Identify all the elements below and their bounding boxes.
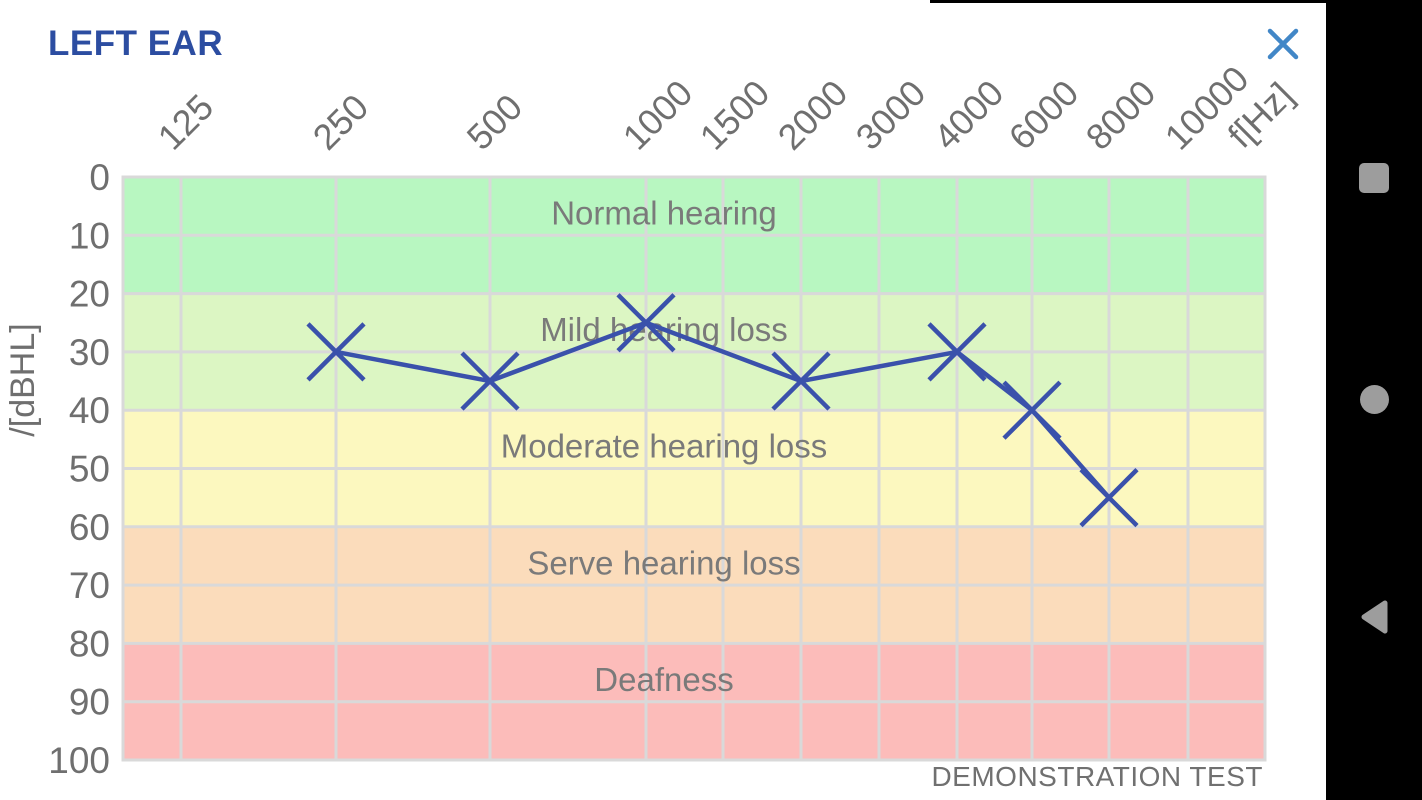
x-tick-label: 500 bbox=[459, 86, 530, 157]
recents-button[interactable] bbox=[1326, 130, 1422, 226]
y-tick-label: 30 bbox=[69, 332, 110, 373]
y-tick-label: 80 bbox=[69, 623, 110, 664]
x-tick-label: 1500 bbox=[692, 72, 778, 158]
plot-border bbox=[121, 175, 1267, 762]
screen-top-edge bbox=[930, 0, 1422, 3]
home-button[interactable] bbox=[1326, 351, 1422, 447]
close-button[interactable] bbox=[1253, 14, 1313, 74]
threshold-marker-x bbox=[927, 322, 987, 382]
x-tick-label: 2000 bbox=[770, 72, 856, 158]
x-tick-label: 125 bbox=[150, 86, 221, 157]
band-label: Normal hearing bbox=[551, 195, 777, 232]
x-tick-label: 3000 bbox=[848, 72, 934, 158]
band-label: Deafness bbox=[594, 661, 733, 698]
band-label: Serve hearing loss bbox=[527, 544, 800, 581]
back-triangle-icon bbox=[1361, 600, 1388, 634]
y-tick-label: 0 bbox=[89, 157, 110, 198]
y-tick-label: 60 bbox=[69, 507, 110, 548]
home-circle-icon bbox=[1359, 384, 1389, 414]
threshold-marker-x bbox=[1079, 468, 1139, 528]
threshold-marker-x bbox=[460, 351, 520, 411]
y-tick-label: 40 bbox=[69, 390, 110, 431]
threshold-marker-x bbox=[616, 293, 676, 353]
recents-square-icon bbox=[1359, 163, 1389, 193]
y-tick-label: 50 bbox=[69, 449, 110, 490]
band-label: Moderate hearing loss bbox=[501, 428, 828, 465]
y-tick-label: 100 bbox=[48, 740, 110, 781]
threshold-marker-x bbox=[306, 322, 366, 382]
x-tick-label: 6000 bbox=[1001, 72, 1087, 158]
y-tick-label: 90 bbox=[69, 682, 110, 723]
threshold-marker-x bbox=[771, 351, 831, 411]
y-tick-label: 70 bbox=[69, 565, 110, 606]
y-tick-label: 10 bbox=[69, 215, 110, 256]
close-icon bbox=[1267, 28, 1299, 60]
y-tick-label: 20 bbox=[69, 274, 110, 315]
back-button[interactable] bbox=[1326, 569, 1422, 665]
x-tick-label: 1000 bbox=[615, 72, 701, 158]
x-tick-label: 4000 bbox=[926, 72, 1012, 158]
x-tick-label: 250 bbox=[305, 86, 376, 157]
y-axis-label: /[dBHL] bbox=[4, 323, 42, 436]
android-nav-bar bbox=[1326, 0, 1422, 800]
threshold-marker-x bbox=[1002, 380, 1062, 440]
x-tick-label: 8000 bbox=[1078, 72, 1164, 158]
page-title: LEFT EAR bbox=[48, 24, 224, 63]
demo-test-label: DEMONSTRATION TEST bbox=[931, 761, 1263, 792]
